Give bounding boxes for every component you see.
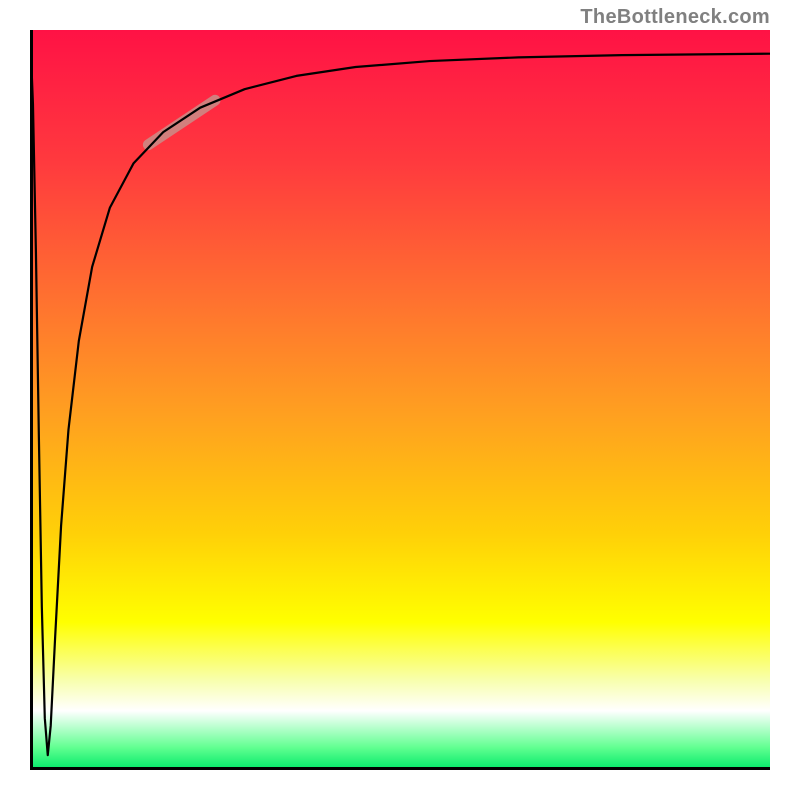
curve-layer <box>30 30 770 770</box>
y-axis <box>30 30 33 770</box>
x-axis <box>30 767 770 770</box>
attribution-text: TheBottleneck.com <box>580 6 770 29</box>
chart-container: TheBottleneck.com <box>0 0 800 800</box>
plot-area <box>30 30 770 770</box>
main-curve <box>30 30 770 755</box>
